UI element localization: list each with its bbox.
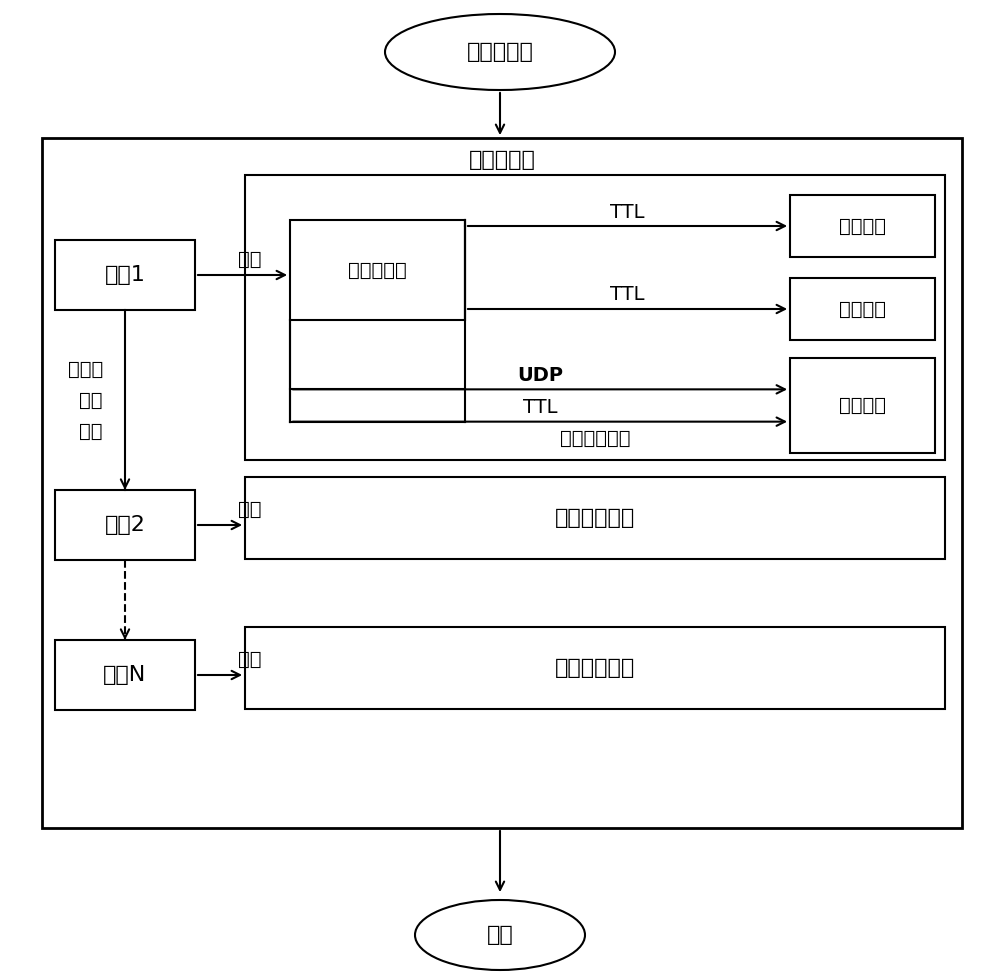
Bar	[790, 358, 935, 453]
Text: 同步控制系统: 同步控制系统	[555, 508, 635, 528]
Text: 同步控制系统: 同步控制系统	[560, 428, 630, 448]
Text: 同步控制系统: 同步控制系统	[555, 658, 635, 678]
Bar	[55, 240, 195, 310]
Text: TTL: TTL	[610, 285, 645, 305]
Text: 位置N: 位置N	[103, 665, 147, 685]
Text: 结束: 结束	[487, 925, 513, 945]
Ellipse shape	[385, 14, 615, 90]
Text: 测试主流程: 测试主流程	[469, 150, 535, 170]
Ellipse shape	[415, 900, 585, 970]
Bar	[790, 278, 935, 340]
Text: 同步控制器: 同步控制器	[348, 261, 407, 279]
Text: 脉冲: 脉冲	[238, 650, 262, 668]
Text: 初始化设置: 初始化设置	[467, 42, 533, 62]
Text: 微波仪表: 微波仪表	[839, 217, 886, 235]
Bar	[42, 138, 962, 828]
Text: 波控分机: 波控分机	[839, 396, 886, 415]
Bar	[55, 640, 195, 710]
Text: 位置1: 位置1	[105, 265, 145, 285]
Bar	[55, 490, 195, 560]
Bar	[245, 175, 945, 460]
Bar	[290, 220, 465, 320]
Bar	[245, 627, 945, 709]
Text: 脉冲: 脉冲	[238, 499, 262, 519]
Text: 通道开关: 通道开关	[839, 300, 886, 318]
Bar	[245, 477, 945, 559]
Text: 脉冲: 脉冲	[238, 249, 262, 269]
Text: 采样架
连续
运行: 采样架 连续 运行	[68, 359, 103, 441]
Text: UDP: UDP	[517, 366, 563, 385]
Bar	[790, 195, 935, 257]
Text: 位置2: 位置2	[105, 515, 145, 535]
Text: TTL: TTL	[610, 202, 645, 222]
Text: TTL: TTL	[523, 398, 557, 417]
